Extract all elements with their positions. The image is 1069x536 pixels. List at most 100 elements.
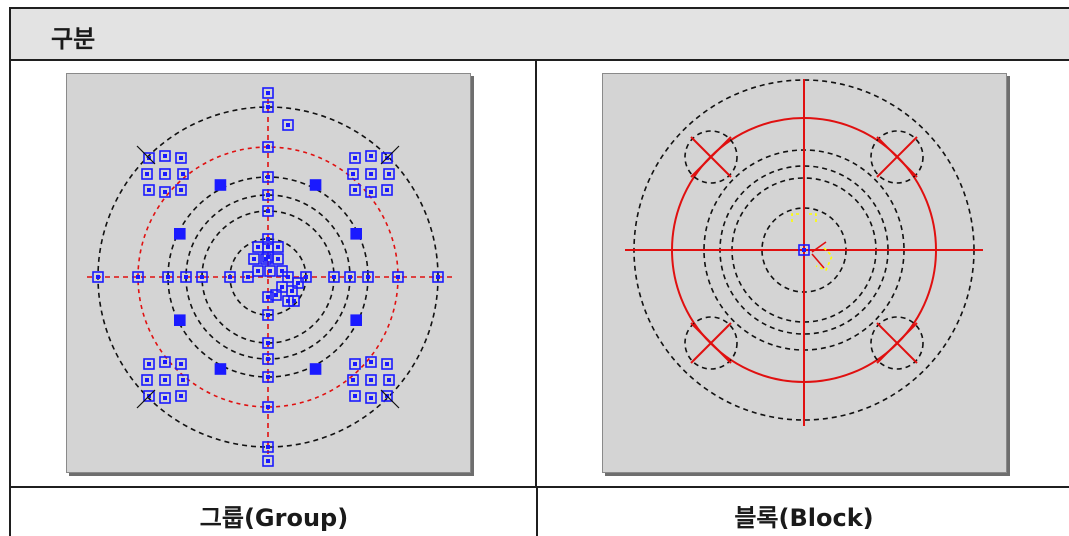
axis-grip-w3 bbox=[180, 271, 192, 283]
top-offset-grip bbox=[282, 119, 294, 131]
axis-grip-n3-dot bbox=[266, 193, 270, 197]
hub-grip-14 bbox=[288, 295, 300, 307]
corner-1-grip-8-dot bbox=[387, 172, 391, 176]
axis-grip-s2-dot bbox=[266, 375, 270, 379]
axis-grip-s0-dot bbox=[266, 445, 270, 449]
axis-grip-s4 bbox=[262, 337, 274, 349]
axis-grip-s1-dot bbox=[266, 405, 270, 409]
corner-2-grip-2 bbox=[175, 358, 187, 370]
corner-3-grip-3 bbox=[349, 390, 361, 402]
block-cad-view bbox=[602, 73, 1007, 473]
hub-grip-5-dot bbox=[276, 257, 280, 261]
block-drawing-icon bbox=[625, 79, 983, 426]
corner-1-grip-7 bbox=[347, 168, 359, 180]
axis-grip-s6 bbox=[262, 291, 274, 303]
corner-2-leader bbox=[136, 389, 156, 409]
axis-grip-w3-dot bbox=[184, 275, 188, 279]
axis-grip-e1 bbox=[392, 271, 404, 283]
bolt-cross-b-1 bbox=[876, 136, 918, 178]
bolt-boss-0 bbox=[684, 130, 738, 184]
corner-2-grip-5-dot bbox=[163, 360, 167, 364]
corner-1-grip-2 bbox=[381, 152, 393, 164]
hub-grip-3-dot bbox=[252, 257, 256, 261]
corner-0-grip-4 bbox=[175, 184, 187, 196]
corner-2-grip-0 bbox=[159, 374, 171, 386]
block-base-grip bbox=[798, 244, 810, 256]
caption-row: 그룹(Group) 블록(Block) bbox=[11, 486, 1069, 536]
corner-1-grip-5-dot bbox=[369, 154, 373, 158]
axis-grip-w1-dot bbox=[136, 275, 140, 279]
corner-2-grip-3 bbox=[143, 390, 155, 402]
corner-1-grip-6 bbox=[365, 186, 377, 198]
corner-2-grip-1-dot bbox=[147, 362, 151, 366]
hub-grip-4-dot bbox=[264, 257, 268, 261]
hub-grip-13-dot bbox=[274, 293, 278, 297]
hub-grip-1-dot bbox=[266, 245, 270, 249]
red-hub-tick-b bbox=[811, 253, 825, 269]
corner-3-grip-6-dot bbox=[369, 396, 373, 400]
corner-3-grip-7-dot bbox=[351, 378, 355, 382]
filled-grip-5 bbox=[309, 179, 322, 191]
axis-grip-e4-dot bbox=[332, 275, 336, 279]
filled-grip-0 bbox=[174, 228, 186, 240]
corner-0-grip-3 bbox=[143, 184, 155, 196]
corner-3-grip-8 bbox=[383, 374, 395, 386]
axis-grip-w1 bbox=[132, 271, 144, 283]
corner-0-grip-8-dot bbox=[181, 172, 185, 176]
hub-grip-11 bbox=[292, 277, 304, 289]
corner-3-grip-0 bbox=[365, 374, 377, 386]
group-drawing-icon bbox=[87, 87, 452, 467]
caption-divider bbox=[536, 488, 538, 536]
hub-grip-11-dot bbox=[296, 281, 300, 285]
axis-grip-n2-dot bbox=[266, 175, 270, 179]
corner-0-grip-2-dot bbox=[179, 156, 183, 160]
axis-grip-s4-dot bbox=[266, 341, 270, 345]
top-grip-dot bbox=[266, 91, 270, 95]
corner-3-grip-6 bbox=[365, 392, 377, 404]
corner-3-leader bbox=[380, 389, 400, 409]
corner-2-grip-4 bbox=[175, 390, 187, 402]
axis-grip-e6-dot bbox=[286, 275, 290, 279]
axis-grip-w4-dot bbox=[200, 275, 204, 279]
corner-0-grip-6 bbox=[159, 186, 171, 198]
axis-grip-n4-dot bbox=[266, 209, 270, 213]
hub-grip-12-dot bbox=[286, 299, 290, 303]
corner-0-grip-8 bbox=[177, 168, 189, 180]
axis-grip-w6 bbox=[242, 271, 254, 283]
bolt-cross-b-0 bbox=[690, 136, 732, 178]
axis-grip-e5 bbox=[300, 271, 312, 283]
corner-0-grip-5 bbox=[159, 150, 171, 162]
corner-1-grip-3 bbox=[349, 184, 361, 196]
corner-2-grip-6 bbox=[159, 392, 171, 404]
group-cell bbox=[11, 61, 537, 486]
axis-grip-s1 bbox=[262, 401, 274, 413]
hub-grip-2-dot bbox=[276, 245, 280, 249]
bolt-boss-1 bbox=[870, 130, 924, 184]
axis-grip-s2 bbox=[262, 371, 274, 383]
corner-0-grip-7-dot bbox=[145, 172, 149, 176]
corner-0-grip-7 bbox=[141, 168, 153, 180]
axis-grip-w2-dot bbox=[166, 275, 170, 279]
axis-grip-n4 bbox=[262, 205, 274, 217]
bottom-grip bbox=[262, 455, 274, 467]
corner-0-grip-0 bbox=[159, 168, 171, 180]
block-cell bbox=[537, 61, 1069, 486]
hub-grip-0-dot bbox=[256, 245, 260, 249]
hub-grip-14-dot bbox=[292, 299, 296, 303]
corner-2-grip-7-dot bbox=[145, 378, 149, 382]
corner-2-grip-4-dot bbox=[179, 394, 183, 398]
axis-grip-w0 bbox=[92, 271, 104, 283]
axis-grip-n3 bbox=[262, 189, 274, 201]
hub-grip-9-dot bbox=[280, 285, 284, 289]
hub-grip-13 bbox=[270, 289, 282, 301]
hub-grip-10-dot bbox=[290, 289, 294, 293]
hub-grip-7 bbox=[264, 265, 276, 277]
corner-3-grip-2 bbox=[381, 358, 393, 370]
corner-3-grip-7 bbox=[347, 374, 359, 386]
corner-1-grip-0 bbox=[365, 168, 377, 180]
axis-grip-s3 bbox=[262, 353, 274, 365]
axis-grip-e2 bbox=[362, 271, 374, 283]
hub-grip-5 bbox=[272, 253, 284, 265]
axis-grip-w0-dot bbox=[96, 275, 100, 279]
corner-3-grip-2-dot bbox=[385, 362, 389, 366]
